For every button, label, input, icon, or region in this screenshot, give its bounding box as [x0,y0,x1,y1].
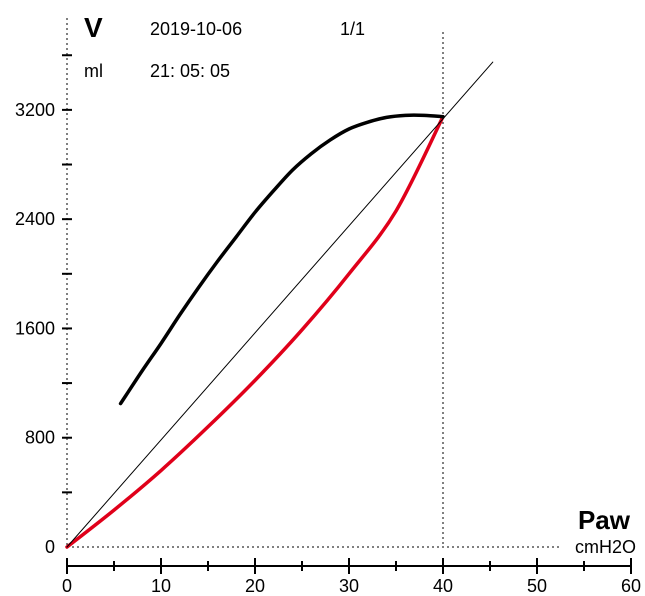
x-axis-unit: cmH2O [575,537,636,557]
guide-lines [66,18,560,548]
y-tick-label: 800 [25,428,55,448]
y-tick-label: 0 [45,537,55,557]
y-axis-name: V [84,12,103,43]
time-label: 21: 05: 05 [150,61,230,81]
x-tick-label: 10 [151,576,171,596]
series-layer [65,61,494,549]
y-tick-label: 2400 [15,209,55,229]
x-tick-label: 40 [433,576,453,596]
x-tick-label: 20 [245,576,265,596]
y-axis-unit: ml [84,61,103,81]
inspiration-curve [65,114,445,549]
x-tick-label: 60 [621,576,641,596]
x-tick-label: 50 [527,576,547,596]
x-tick-label: 0 [62,576,72,596]
x-axis-name: Paw [578,505,631,535]
y-tick-label: 1600 [15,318,55,338]
axes: 0 10 20 30 40 50 60 0 800 1600 2400 3200 [15,54,641,596]
date-label: 2019-10-06 [150,19,242,39]
reference-curve [66,61,494,548]
y-tick-label: 3200 [15,100,55,120]
page-indicator: 1/1 [340,19,365,39]
expiration-curve [118,113,445,406]
x-tick-label: 30 [339,576,359,596]
